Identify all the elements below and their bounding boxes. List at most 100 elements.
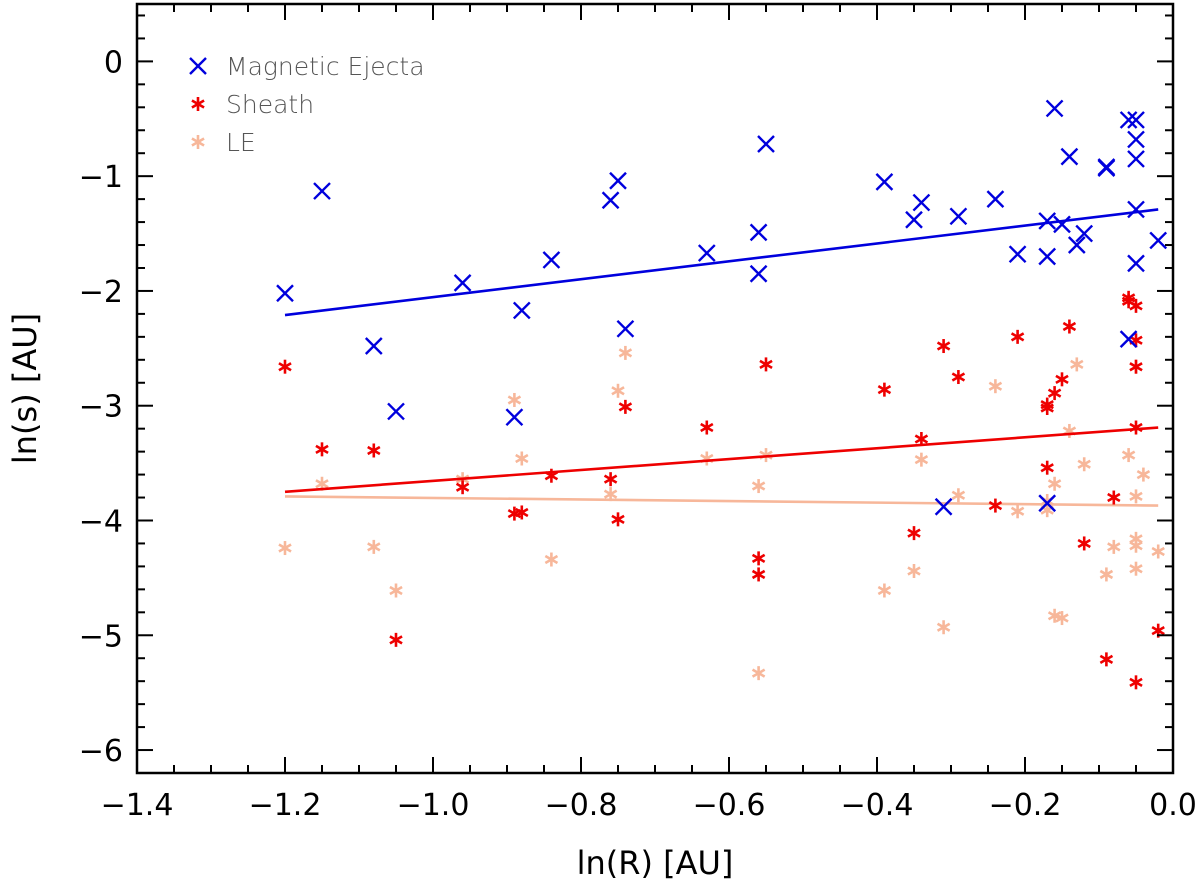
legend-marker bbox=[189, 57, 207, 75]
data-point bbox=[1129, 561, 1143, 576]
data-point bbox=[749, 264, 768, 283]
marker-stroke bbox=[1038, 247, 1057, 266]
marker-stroke bbox=[1045, 99, 1064, 118]
series-le bbox=[278, 345, 1165, 681]
marker-stroke bbox=[914, 455, 929, 465]
data-point bbox=[1129, 359, 1143, 374]
y-axis-title: ln(s) [AU] bbox=[6, 313, 44, 464]
data-point bbox=[751, 666, 766, 681]
legend: Magnetic Ejecta Sheath LE bbox=[189, 52, 425, 157]
marker-stroke bbox=[1127, 150, 1145, 168]
data-point bbox=[1097, 158, 1116, 176]
marker-stroke bbox=[988, 500, 1003, 511]
marker-stroke bbox=[1129, 541, 1143, 551]
data-point bbox=[1129, 420, 1143, 435]
data-point bbox=[1038, 494, 1057, 513]
x-tick-label: −0.6 bbox=[693, 788, 766, 823]
data-point bbox=[505, 408, 524, 427]
marker-stroke bbox=[1055, 613, 1069, 623]
data-point bbox=[907, 526, 921, 541]
marker-stroke bbox=[544, 554, 559, 565]
marker-stroke bbox=[1097, 158, 1116, 176]
marker-stroke bbox=[191, 99, 205, 109]
data-point bbox=[936, 339, 951, 354]
data-point bbox=[278, 359, 292, 374]
data-point bbox=[387, 402, 405, 421]
marker-stroke bbox=[1060, 147, 1079, 166]
data-point bbox=[1038, 247, 1057, 266]
data-point bbox=[515, 505, 529, 520]
data-point bbox=[1149, 231, 1168, 250]
data-point bbox=[315, 442, 329, 457]
y-tick-label: 0 bbox=[104, 45, 123, 80]
marker-stroke bbox=[512, 301, 531, 320]
data-point bbox=[618, 399, 633, 414]
data-point bbox=[616, 319, 635, 338]
marker-stroke bbox=[515, 453, 529, 464]
marker-stroke bbox=[389, 635, 403, 645]
data-point bbox=[1038, 212, 1057, 230]
marker-stroke bbox=[367, 445, 381, 456]
data-point bbox=[1136, 467, 1151, 482]
marker-stroke bbox=[751, 481, 766, 491]
data-point bbox=[276, 284, 294, 303]
marker-stroke bbox=[1047, 611, 1062, 621]
data-point bbox=[1119, 111, 1138, 129]
marker-stroke bbox=[618, 348, 633, 358]
marker-stroke bbox=[1129, 491, 1143, 502]
y-tick-label: −2 bbox=[79, 275, 123, 310]
y-tick-label: −3 bbox=[79, 390, 123, 425]
data-point bbox=[1127, 111, 1145, 129]
marker-stroke bbox=[1127, 111, 1145, 129]
data-point bbox=[389, 632, 403, 647]
data-point bbox=[751, 479, 766, 494]
marker-stroke bbox=[751, 668, 766, 678]
marker-stroke bbox=[749, 223, 768, 242]
marker-stroke bbox=[601, 191, 620, 210]
marker-stroke bbox=[697, 244, 716, 262]
marker-stroke bbox=[757, 135, 775, 153]
y-tick-label: −1 bbox=[79, 160, 123, 195]
marker-stroke bbox=[1067, 236, 1086, 254]
marker-stroke bbox=[907, 528, 921, 538]
marker-stroke bbox=[1038, 212, 1057, 230]
marker-stroke bbox=[1127, 130, 1145, 149]
data-point bbox=[912, 193, 931, 212]
marker-stroke bbox=[1129, 301, 1143, 311]
marker-stroke bbox=[936, 622, 951, 632]
marker-stroke bbox=[1077, 459, 1091, 469]
data-point bbox=[934, 497, 953, 516]
axes-layer: −1.4 −1.2 −1.0 −0.8 −0.6 −0.4 −0.2 0.0 0 −1 −2 −3 −4… bbox=[79, 4, 1197, 823]
data-point bbox=[512, 301, 531, 320]
fit-line bbox=[284, 426, 1159, 494]
x-tick-label: −1.2 bbox=[249, 788, 322, 823]
legend-label: LE bbox=[226, 128, 256, 157]
data-point bbox=[751, 551, 766, 566]
marker-stroke bbox=[907, 566, 921, 576]
marker-stroke bbox=[544, 471, 559, 481]
data-point bbox=[907, 563, 921, 578]
data-point bbox=[1129, 298, 1143, 313]
marker-stroke bbox=[1047, 479, 1062, 489]
marker-stroke bbox=[507, 395, 522, 405]
marker-stroke bbox=[1010, 506, 1025, 516]
series-sheath bbox=[278, 290, 1165, 690]
data-point bbox=[1055, 372, 1069, 387]
data-point bbox=[1099, 652, 1114, 667]
y-tick-label: −6 bbox=[79, 734, 123, 769]
data-point bbox=[1060, 147, 1079, 166]
data-point bbox=[1047, 476, 1062, 491]
data-point bbox=[700, 420, 714, 435]
marker-stroke bbox=[1047, 388, 1062, 398]
data-point bbox=[618, 345, 633, 360]
marker-stroke bbox=[749, 264, 768, 283]
x-tick-label: −1.0 bbox=[397, 788, 470, 823]
marker-stroke bbox=[1099, 569, 1114, 580]
x-tick-label: −0.4 bbox=[841, 788, 914, 823]
x-tick-label: −0.2 bbox=[989, 788, 1062, 823]
marker-stroke bbox=[1149, 231, 1168, 250]
data-point bbox=[1107, 490, 1121, 505]
marker-stroke bbox=[1129, 362, 1143, 372]
marker-stroke bbox=[191, 137, 205, 147]
series-magnetic-ejecta bbox=[276, 99, 1168, 516]
